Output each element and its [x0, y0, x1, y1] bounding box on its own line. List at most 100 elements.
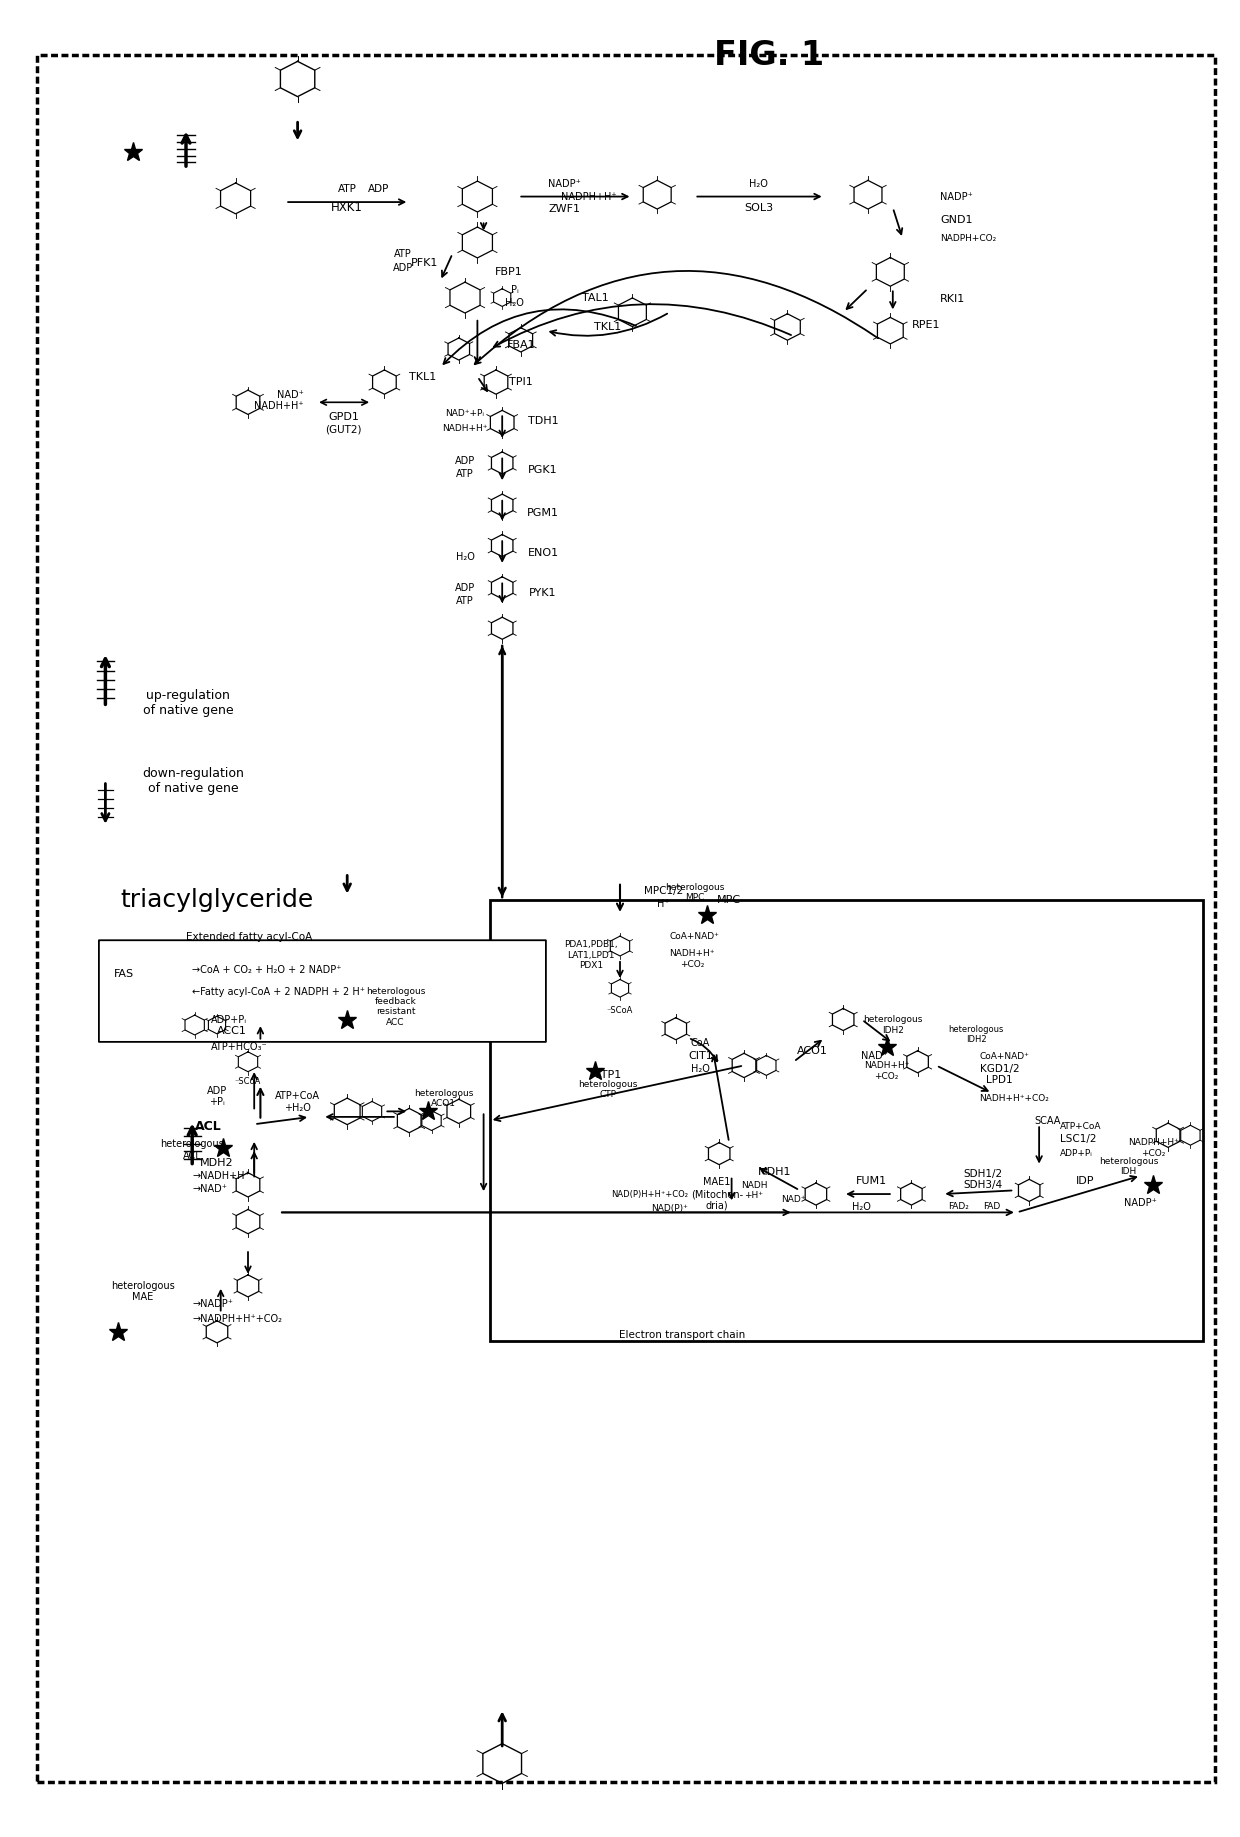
Text: CoA+NAD⁺: CoA+NAD⁺ — [670, 933, 719, 941]
Text: NADPH+H⁺
+CO₂: NADPH+H⁺ +CO₂ — [1127, 1139, 1179, 1157]
Text: NADH+H⁺: NADH+H⁺ — [443, 424, 487, 432]
Text: LSC1/2: LSC1/2 — [1060, 1133, 1096, 1144]
Text: NADH+H⁺
+CO₂: NADH+H⁺ +CO₂ — [864, 1062, 909, 1080]
Text: ADP: ADP — [455, 456, 475, 467]
Text: TKL1: TKL1 — [594, 321, 621, 332]
Text: ADP
+Pᵢ: ADP +Pᵢ — [207, 1086, 227, 1108]
Text: NAD⁺: NAD⁺ — [781, 1196, 806, 1203]
Text: Pᵢ: Pᵢ — [511, 285, 518, 296]
Text: NAD⁺: NAD⁺ — [861, 1051, 888, 1062]
Text: CoA: CoA — [691, 1038, 711, 1049]
Text: NADH+H⁺+CO₂: NADH+H⁺+CO₂ — [980, 1095, 1049, 1102]
Text: PFK1: PFK1 — [410, 257, 438, 268]
Text: MDH2: MDH2 — [200, 1157, 234, 1168]
Text: KGD1/2
LPD1: KGD1/2 LPD1 — [980, 1064, 1019, 1086]
Text: NAD⁺+Pᵢ: NAD⁺+Pᵢ — [445, 410, 485, 417]
Text: CoA+NAD⁺: CoA+NAD⁺ — [980, 1053, 1029, 1060]
Text: ←Fatty acyl-CoA + 2 NADPH + 2 H⁺: ←Fatty acyl-CoA + 2 NADPH + 2 H⁺ — [192, 986, 366, 997]
Text: heterologous
IDH2: heterologous IDH2 — [949, 1025, 1004, 1043]
Text: TPI1: TPI1 — [508, 377, 533, 388]
Text: GND1: GND1 — [940, 215, 972, 226]
Text: FAD₂: FAD₂ — [949, 1203, 968, 1211]
Text: H⁺: H⁺ — [657, 898, 670, 909]
Text: NADPH+CO₂: NADPH+CO₂ — [940, 235, 996, 242]
Text: ATP: ATP — [394, 248, 412, 259]
Text: SCAA: SCAA — [1034, 1115, 1061, 1126]
Text: NADH
+H⁺: NADH +H⁺ — [740, 1181, 768, 1200]
Text: PYK1: PYK1 — [529, 588, 557, 599]
Text: TDH1: TDH1 — [528, 415, 558, 426]
Text: MPC1/2: MPC1/2 — [644, 885, 683, 896]
Text: ATP+HCO₃⁻: ATP+HCO₃⁻ — [211, 1042, 268, 1053]
Text: MDH1: MDH1 — [758, 1166, 792, 1178]
Text: →NADP⁺: →NADP⁺ — [192, 1299, 233, 1310]
Text: H₂O: H₂O — [691, 1064, 711, 1075]
Text: TKL1: TKL1 — [409, 371, 436, 382]
Text: NADPH+H⁺: NADPH+H⁺ — [562, 191, 616, 202]
Text: FAD: FAD — [983, 1203, 1001, 1211]
Text: NAD⁺: NAD⁺ — [277, 389, 304, 400]
Text: NAD(P)H+H⁺+CO₂: NAD(P)H+H⁺+CO₂ — [611, 1190, 688, 1198]
Text: FBP1: FBP1 — [495, 266, 522, 277]
Text: ATP: ATP — [456, 595, 474, 606]
Text: H₂O: H₂O — [749, 178, 769, 189]
Text: FUM1: FUM1 — [856, 1176, 888, 1187]
Text: H₂O: H₂O — [455, 551, 475, 562]
Text: TAL1: TAL1 — [582, 292, 609, 303]
Text: IDP: IDP — [1076, 1176, 1094, 1187]
Text: FBA1: FBA1 — [506, 340, 536, 351]
Text: RKI1: RKI1 — [940, 294, 965, 305]
Text: FAS: FAS — [114, 968, 134, 979]
Text: CTP1: CTP1 — [594, 1069, 621, 1080]
Text: heterologous
MPC: heterologous MPC — [665, 884, 724, 902]
Text: ATP+CoA
+H₂O: ATP+CoA +H₂O — [275, 1091, 320, 1113]
Text: ACC1: ACC1 — [217, 1025, 247, 1036]
Text: ADP+Pᵢ: ADP+Pᵢ — [211, 1014, 247, 1025]
Text: heterologous
MAE: heterologous MAE — [110, 1280, 175, 1302]
Text: H₂O: H₂O — [505, 298, 525, 309]
Text: ACO1: ACO1 — [797, 1045, 827, 1056]
Text: heterologous
feedback
resistant
ACC: heterologous feedback resistant ACC — [366, 986, 425, 1027]
Text: down-regulation
of native gene: down-regulation of native gene — [143, 766, 244, 795]
Text: heterologous
ACL: heterologous ACL — [160, 1139, 224, 1161]
Text: heterologous
ACO1: heterologous ACO1 — [414, 1089, 474, 1108]
Text: SOL3: SOL3 — [744, 202, 774, 213]
Text: NADP⁺: NADP⁺ — [940, 191, 973, 202]
Text: RPE1: RPE1 — [911, 320, 940, 331]
Text: →NADPH+H⁺+CO₂: →NADPH+H⁺+CO₂ — [192, 1313, 283, 1324]
Text: ATP: ATP — [456, 468, 474, 479]
Text: ⁻SCoA: ⁻SCoA — [606, 1007, 634, 1014]
Text: SDH1/2
SDH3/4: SDH1/2 SDH3/4 — [963, 1168, 1003, 1190]
Text: Extended fatty acyl-CoA: Extended fatty acyl-CoA — [186, 931, 312, 942]
Text: FIG. 1: FIG. 1 — [714, 39, 823, 72]
Text: NADP⁺: NADP⁺ — [548, 178, 580, 189]
Text: ZWF1: ZWF1 — [548, 204, 580, 215]
Text: Electron transport chain: Electron transport chain — [619, 1330, 745, 1341]
Text: NAD(P)⁺: NAD(P)⁺ — [651, 1205, 688, 1212]
Text: up-regulation
of native gene: up-regulation of native gene — [143, 689, 233, 716]
Text: ADP: ADP — [367, 184, 389, 195]
Text: ENO1: ENO1 — [527, 547, 559, 558]
Text: NADP⁺: NADP⁺ — [1125, 1198, 1157, 1209]
Text: heterologous
IDH: heterologous IDH — [1099, 1157, 1158, 1176]
Text: GPD1: GPD1 — [329, 411, 358, 423]
Text: ADP+Pᵢ: ADP+Pᵢ — [1060, 1150, 1094, 1157]
Text: NADH+H⁺
+CO₂: NADH+H⁺ +CO₂ — [670, 950, 715, 968]
Text: MPC: MPC — [717, 895, 742, 906]
Text: ATP+CoA: ATP+CoA — [1060, 1122, 1101, 1130]
Text: PGM1: PGM1 — [527, 507, 559, 518]
Text: (GUT2): (GUT2) — [325, 424, 362, 435]
Text: heterologous
IDH2: heterologous IDH2 — [863, 1016, 923, 1034]
Text: ⁻SCoA: ⁻SCoA — [234, 1078, 262, 1086]
Text: →NAD⁺: →NAD⁺ — [192, 1183, 227, 1194]
Text: triacylglyceride: triacylglyceride — [120, 887, 314, 913]
Text: →CoA + CO₂ + H₂O + 2 NADP⁺: →CoA + CO₂ + H₂O + 2 NADP⁺ — [192, 964, 342, 975]
Text: PGK1: PGK1 — [528, 465, 558, 476]
Text: NADH+H⁺: NADH+H⁺ — [254, 400, 304, 411]
Text: ACL: ACL — [195, 1119, 222, 1133]
Text: H₂O: H₂O — [852, 1201, 872, 1212]
Text: ATP: ATP — [337, 184, 357, 195]
Text: ADP: ADP — [393, 263, 413, 274]
Text: CIT1: CIT1 — [688, 1051, 713, 1062]
Text: ADP: ADP — [455, 582, 475, 593]
